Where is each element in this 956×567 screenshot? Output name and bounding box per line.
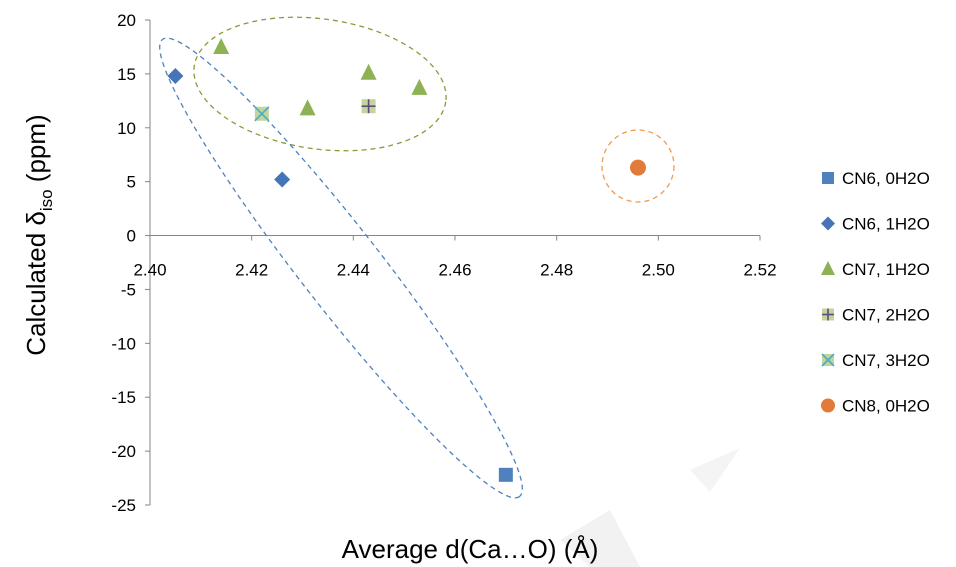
- y-tick-label: 5: [127, 173, 136, 192]
- data-point-diamond: [274, 171, 291, 188]
- y-tick-label: -20: [111, 442, 136, 461]
- legend: CN6, 0H2O CN6, 1H2O CN7, 1H2O CN7, 2H2O CN7,…: [821, 169, 930, 416]
- watermark-shape: [560, 510, 640, 567]
- y-tick-label: 20: [117, 11, 136, 30]
- x-tick-label: 2.46: [438, 261, 471, 280]
- y-tick-label: -10: [111, 334, 136, 353]
- data-point-square: [498, 467, 513, 482]
- data-point-triangle: [411, 78, 428, 95]
- data-point-circle: [630, 159, 646, 176]
- annotation-ellipses: [159, 16, 675, 499]
- y-tick-label: 0: [127, 227, 136, 246]
- legend-label: CN7, 1H2O: [842, 260, 930, 279]
- axes: 20 15 10 5 0 -5 -10 -15 -20 -25 2.40 2.42 2.44 2.46 2.…: [111, 11, 776, 515]
- green-group-ellipse: [193, 16, 447, 152]
- x-tick-label: 2.44: [337, 261, 370, 280]
- y-tick-label: -5: [121, 280, 136, 299]
- orange-group-ellipse: [601, 129, 675, 203]
- data-point-triangle: [360, 63, 377, 80]
- y-tick-label: 10: [117, 119, 136, 138]
- legend-label: CN6, 0H2O: [842, 169, 930, 188]
- y-axis-title-subscript: iso: [37, 189, 56, 211]
- legend-label: CN8, 0H2O: [842, 397, 930, 416]
- x-tick-label: 2.52: [743, 261, 776, 280]
- x-axis-title: Average d(Ca…O) (Å): [342, 534, 599, 564]
- legend-marker: [821, 216, 835, 231]
- y-axis-title: Calculated δiso (ppm): [21, 114, 56, 355]
- y-axis-title-main: Calculated δ: [21, 211, 51, 356]
- legend-label: CN7, 3H2O: [842, 351, 930, 370]
- legend-marker: [821, 261, 835, 275]
- legend-marker-x: [821, 353, 835, 367]
- y-tick-label: 15: [117, 65, 136, 84]
- y-tick-label: -25: [111, 496, 136, 515]
- data-point-triangle: [213, 37, 230, 54]
- x-tick-label: 2.50: [642, 261, 675, 280]
- legend-marker: [821, 398, 835, 413]
- watermark-shape: [690, 448, 740, 492]
- y-tick-label: -15: [111, 388, 136, 407]
- legend-marker: [822, 172, 834, 184]
- x-tick-label: 2.42: [235, 261, 268, 280]
- x-tick-label: 2.40: [133, 261, 166, 280]
- x-tick-label: 2.48: [540, 261, 573, 280]
- legend-label: CN7, 2H2O: [842, 306, 930, 325]
- y-axis-title-unit: (ppm): [21, 114, 51, 189]
- data-point-x-square-x: [254, 106, 270, 122]
- blue-group-ellipse: [159, 37, 523, 499]
- data-points: [167, 37, 646, 482]
- data-point-diamond: [167, 68, 184, 85]
- data-point-triangle: [299, 99, 316, 116]
- legend-label: CN6, 1H2O: [842, 215, 930, 234]
